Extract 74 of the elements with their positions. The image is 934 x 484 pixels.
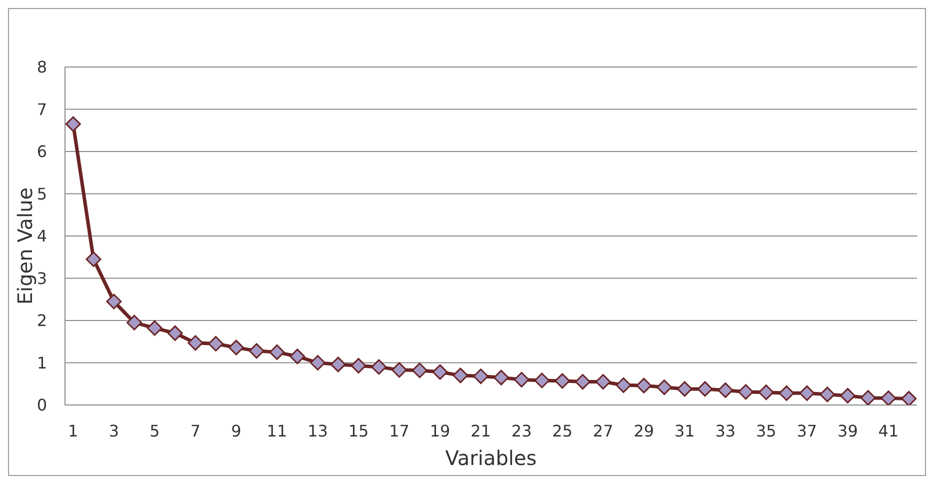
y-tick-label: 7	[36, 100, 47, 119]
x-tick-label: 31	[674, 421, 695, 440]
x-tick-label: 41	[878, 421, 899, 440]
point	[208, 336, 224, 352]
point	[697, 381, 713, 397]
point	[860, 390, 876, 405]
point	[718, 382, 734, 398]
point	[290, 348, 306, 364]
point	[901, 390, 917, 405]
point	[554, 373, 570, 389]
point	[676, 381, 692, 397]
x-tick-label: 29	[634, 421, 654, 440]
x-tick-label: 3	[108, 421, 120, 440]
point	[514, 372, 530, 388]
x-tick-label: 23	[511, 421, 532, 440]
point	[86, 251, 102, 267]
x-tick-label: 19	[430, 421, 450, 440]
point	[106, 294, 122, 310]
x-axis-title: Variables	[445, 446, 537, 470]
point	[167, 325, 183, 341]
point	[758, 384, 774, 400]
point	[188, 335, 204, 351]
x-tick-label: 11	[266, 421, 288, 440]
point	[656, 380, 672, 396]
point	[880, 390, 896, 405]
x-tick-label: 13	[308, 421, 328, 440]
point	[350, 358, 366, 374]
y-tick-label: 0	[36, 396, 47, 415]
x-tick-label: 1	[68, 421, 78, 440]
point	[412, 362, 428, 378]
x-tick-label: 5	[150, 421, 160, 440]
y-tick-label: 3	[36, 268, 47, 288]
point	[493, 370, 509, 386]
point	[248, 343, 264, 359]
x-tick-label: 33	[715, 421, 736, 440]
point	[534, 372, 550, 388]
x-tick-label: 25	[552, 421, 573, 440]
point	[310, 355, 326, 370]
point	[269, 344, 285, 360]
point	[778, 385, 794, 401]
x-tick-label: 21	[470, 421, 491, 440]
point	[738, 384, 754, 400]
x-tick-label: 9	[231, 421, 242, 440]
y-tick-label: 1	[36, 353, 47, 372]
point	[65, 116, 81, 132]
point	[228, 340, 244, 356]
point	[146, 320, 162, 336]
point	[840, 388, 856, 404]
point	[126, 314, 142, 330]
point	[820, 386, 836, 402]
y-tick-label: 5	[36, 184, 47, 204]
y-tick-label: 8	[36, 58, 47, 77]
point	[473, 368, 489, 384]
point	[616, 377, 632, 393]
y-tick-label: 6	[36, 142, 47, 162]
point	[452, 368, 468, 384]
x-tick-label: 7	[190, 421, 201, 440]
point	[799, 385, 815, 401]
point	[371, 359, 387, 375]
y-tick-label: 2	[36, 311, 47, 330]
x-tick-label: 39	[838, 421, 858, 440]
point	[595, 374, 611, 390]
x-tick-label: 27	[592, 421, 614, 440]
x-tick-label: 15	[348, 421, 369, 440]
y-axis-title: Eigen Value	[13, 187, 38, 305]
point	[574, 374, 590, 390]
point	[432, 364, 448, 380]
x-tick-label: 37	[796, 421, 818, 440]
y-tick-label: 4	[36, 226, 47, 246]
x-tick-label: 35	[756, 421, 776, 440]
point	[636, 378, 652, 394]
x-tick-label: 17	[389, 421, 410, 440]
point	[330, 356, 346, 372]
point	[392, 362, 408, 378]
